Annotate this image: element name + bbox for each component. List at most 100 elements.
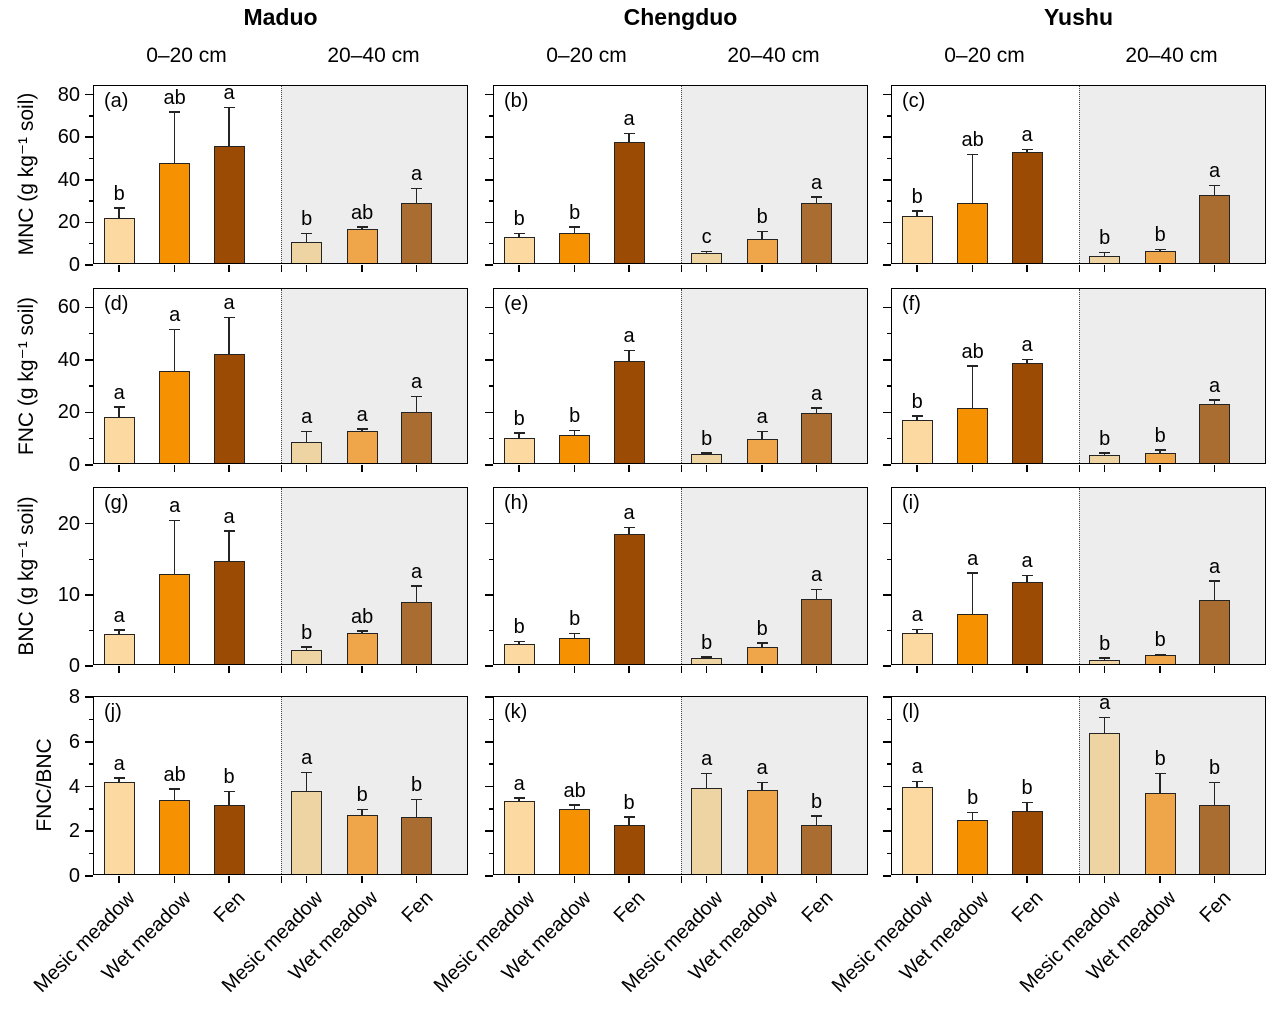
y-axis-major-tick <box>85 359 93 361</box>
bar-c-depth0-mesic-meadow <box>901 216 933 263</box>
bar-i-depth1-mesic-meadow <box>1089 659 1121 664</box>
y-axis-minor-tick <box>887 808 891 810</box>
significance-letter: b <box>1154 224 1166 247</box>
y-axis-major-tick <box>883 411 891 414</box>
error-bar-stem <box>361 630 363 633</box>
error-bar-stem <box>415 188 418 204</box>
x-axis-tick <box>1159 876 1161 883</box>
y-axis-minor-tick <box>89 558 93 560</box>
x-axis-tick <box>815 465 818 472</box>
y-axis-minor-tick <box>89 629 93 632</box>
panel-letter-label: (i) <box>902 492 920 514</box>
significance-letter: a <box>169 495 181 518</box>
depth-title-maduo-20-40: 20–40 cm <box>327 44 420 67</box>
error-bar-cap <box>411 585 422 587</box>
error-bar-cap <box>169 788 181 790</box>
x-axis-tick <box>305 465 308 472</box>
error-bar-cap <box>811 588 822 591</box>
depth-divider-dotted-line <box>680 488 682 664</box>
error-bar-cap <box>756 781 768 784</box>
y-axis-tick-label: 2 <box>68 820 80 843</box>
bar-a-depth1-mesic-meadow <box>291 241 323 263</box>
x-axis-tick <box>1103 465 1106 472</box>
y-axis-minor-tick <box>489 718 493 721</box>
error-bar-stem <box>1103 452 1106 456</box>
error-bar-stem <box>815 407 818 414</box>
error-bar-cap <box>911 415 923 417</box>
x-axis-tick <box>173 666 176 673</box>
y-axis-tick-label: 40 <box>57 168 80 191</box>
depth-divider-dotted-line <box>1078 697 1080 874</box>
y-axis-tick-label: 4 <box>68 775 80 798</box>
x-axis-tick <box>1213 265 1216 272</box>
x-axis-tick <box>916 465 918 472</box>
error-bar-cap <box>623 816 635 818</box>
error-bar-cap <box>967 153 979 156</box>
y-axis-minor-tick <box>887 558 891 560</box>
significance-letter: ab <box>961 340 984 363</box>
significance-letter: ab <box>163 763 186 786</box>
y-axis-major-tick <box>485 464 493 466</box>
y-axis-major-tick <box>85 464 93 466</box>
depth-divider-dotted-line <box>280 488 282 664</box>
y-axis-major-tick <box>85 306 93 309</box>
depth-divider-dotted-line <box>680 697 682 874</box>
bar-l-depth0-fen <box>1011 811 1043 874</box>
error-bar-cap <box>356 630 368 632</box>
y-axis-major-tick <box>883 696 891 698</box>
error-bar-cap <box>113 406 125 408</box>
significance-letter: ab <box>563 779 586 802</box>
bar-b-depth1-fen <box>801 203 832 263</box>
y-axis-tick-label: 0 <box>68 655 80 677</box>
error-bar-stem <box>1159 249 1161 252</box>
panel-h: (h) b b a b b a <box>485 487 868 673</box>
error-bar-stem <box>916 781 918 787</box>
bar-b-depth0-wet-meadow <box>559 233 591 263</box>
significance-letter: b <box>301 621 313 644</box>
significance-letter: b <box>513 208 525 231</box>
x-axis-tick <box>415 465 418 472</box>
significance-letter: a <box>301 747 313 770</box>
error-bar-cap <box>569 804 581 806</box>
error-bar-stem <box>815 196 818 204</box>
panel-letter-label: (f) <box>902 293 921 315</box>
error-bar-cap <box>411 187 422 190</box>
x-axis-tick <box>228 876 230 883</box>
y-axis-tick-label: 20 <box>57 401 80 424</box>
depth-title-yushu-20-40: 20–40 cm <box>1125 44 1218 67</box>
error-bar-stem <box>1159 773 1161 794</box>
panel-letter-label: (a) <box>104 90 129 112</box>
error-bar-stem <box>118 207 120 219</box>
x-axis-tick <box>971 876 974 883</box>
y-axis-major-tick <box>85 178 93 181</box>
error-bar-cap <box>301 771 313 774</box>
y-axis-minor-tick <box>887 332 891 335</box>
bar-k-depth1-wet-meadow <box>746 790 778 874</box>
panel-d: (d) 0 20 40 60 a a a a a a <box>58 288 468 476</box>
error-bar-cap <box>1021 148 1033 150</box>
error-bar-cap <box>911 780 923 783</box>
y-axis-major-tick <box>85 785 93 788</box>
significance-letter: a <box>113 604 125 627</box>
error-bar-stem <box>916 415 918 420</box>
x-axis-tick <box>1103 265 1106 272</box>
error-bar-stem <box>971 572 974 615</box>
x-axis-tick <box>573 876 576 883</box>
y-axis-major-tick <box>85 264 93 266</box>
y-axis-major-tick <box>485 221 493 224</box>
significance-letter: a <box>410 163 423 186</box>
site-title-chengduo: Chengduo <box>623 4 738 30</box>
x-axis-tick <box>628 265 630 272</box>
significance-letter: a <box>223 82 235 105</box>
error-bar-stem <box>1026 359 1028 364</box>
error-bar-cap <box>1154 772 1166 775</box>
error-bar-stem <box>1213 580 1216 600</box>
error-bar-cap <box>411 395 422 398</box>
x-axis-tick <box>628 465 630 472</box>
bar-l-depth1-mesic-meadow <box>1089 733 1121 874</box>
y-axis-minor-tick <box>887 157 891 160</box>
error-bar-stem <box>705 251 708 254</box>
panel-k: (k) a ab b a a b <box>485 696 868 883</box>
panel-letter-label: (g) <box>104 492 129 514</box>
significance-letter: a <box>1208 374 1221 397</box>
